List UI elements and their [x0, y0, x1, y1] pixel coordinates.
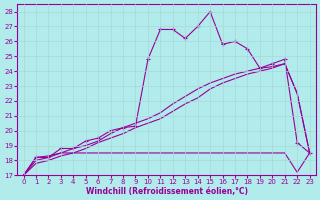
X-axis label: Windchill (Refroidissement éolien,°C): Windchill (Refroidissement éolien,°C)	[85, 187, 248, 196]
